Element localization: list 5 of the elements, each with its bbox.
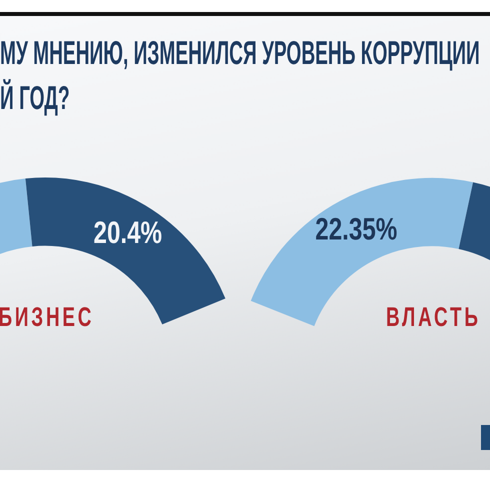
data-label: 20.4% (94, 216, 162, 250)
text: ВЛАСТЬ (386, 302, 481, 332)
chart-title: МУ МНЕНИЮ, ИЗМЕНИЛСЯ УРОВЕНЬ КОРРУПЦИИ Й ГОД? (0, 33, 480, 118)
text: БИЗНЕС (0, 302, 94, 332)
data-label: 22.35% (315, 212, 398, 246)
